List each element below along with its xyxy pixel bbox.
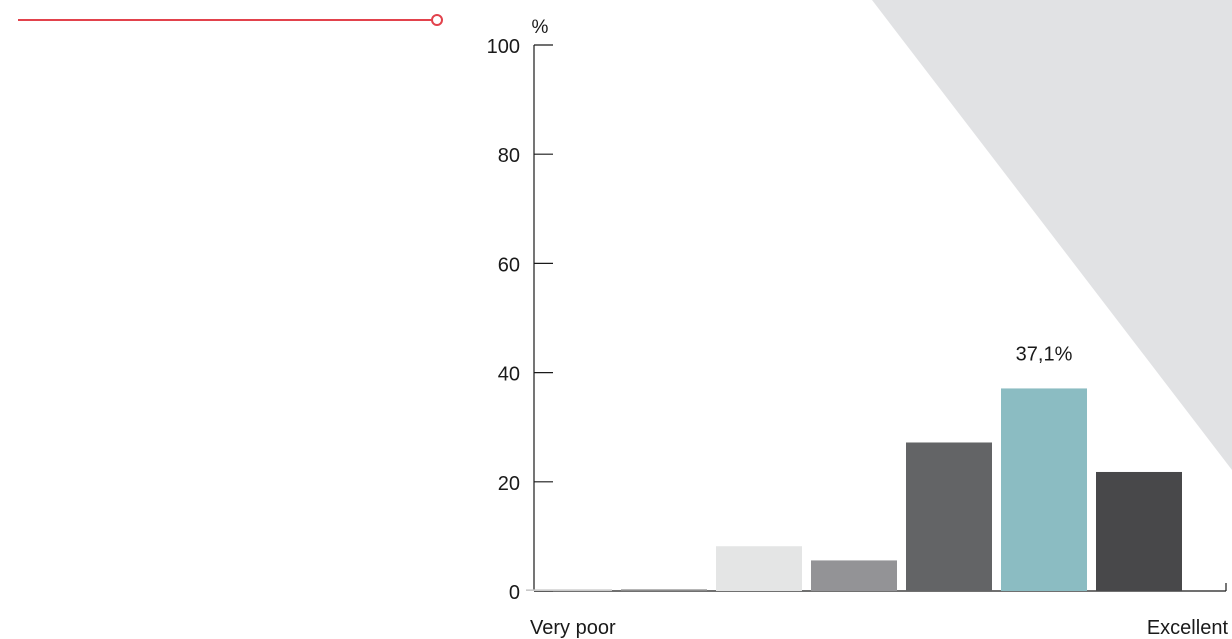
x-axis-label-right: Excellent — [1147, 617, 1229, 639]
y-tick-label: 60 — [498, 254, 520, 276]
bar-4 — [811, 560, 897, 591]
background-diagonal-shape — [872, 0, 1232, 470]
bar-6 — [1001, 388, 1087, 591]
bar-series — [526, 388, 1182, 591]
y-ticks: 0 20 40 60 80 100 — [487, 36, 553, 604]
y-tick-label: 0 — [509, 582, 520, 604]
bar-7 — [1096, 471, 1182, 591]
accent-decoration — [18, 14, 443, 26]
bar-6-value-label: 37,1% — [1016, 343, 1073, 365]
x-axis-label-left: Very poor — [530, 617, 616, 639]
bar-1 — [526, 589, 612, 591]
bar-2 — [621, 589, 707, 591]
accent-line-end-dot — [431, 14, 443, 26]
bar-3 — [716, 546, 802, 591]
y-tick-label: 20 — [498, 473, 520, 495]
x-axis: Very poor Excellent — [530, 583, 1228, 639]
y-tick-label: 100 — [487, 36, 520, 58]
y-tick-label: 40 — [498, 364, 520, 386]
data-labels: 37,1% — [1016, 343, 1073, 365]
y-tick-label: 80 — [498, 145, 520, 167]
bar-5 — [906, 442, 992, 591]
y-axis-unit-label: % — [532, 17, 549, 38]
y-axis: % — [532, 17, 549, 591]
